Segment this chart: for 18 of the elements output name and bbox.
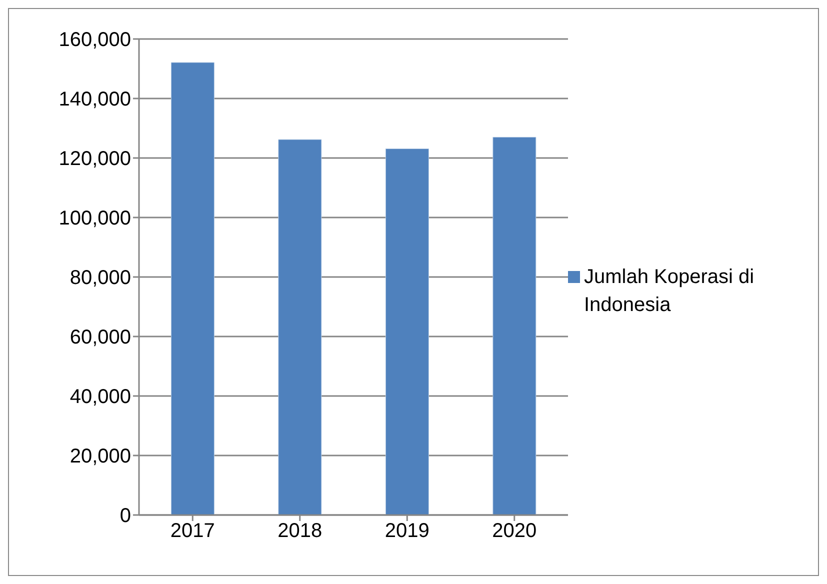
x-tick-label: 2017 [170, 520, 215, 542]
y-tick-label: 60,000 [70, 326, 131, 349]
y-tick-label: 40,000 [70, 386, 131, 408]
bar [278, 139, 322, 515]
y-tick-label: 80,000 [70, 267, 131, 290]
y-tick-label: 20,000 [70, 446, 131, 468]
bar [492, 136, 536, 515]
legend-label: Jumlah Koperasi di Indonesia [584, 265, 756, 318]
y-tick-label: 0 [120, 505, 131, 528]
bar [385, 148, 429, 515]
y-tick-label: 120,000 [58, 148, 131, 170]
x-tick-label: 2020 [492, 520, 537, 542]
y-tick-label: 140,000 [58, 88, 131, 111]
x-tick-label: 2019 [384, 520, 430, 542]
x-tick-label: 2018 [278, 520, 322, 542]
y-tick-label: 100,000 [58, 208, 131, 230]
bar [170, 62, 214, 515]
y-tick-label: 160,000 [58, 29, 131, 52]
